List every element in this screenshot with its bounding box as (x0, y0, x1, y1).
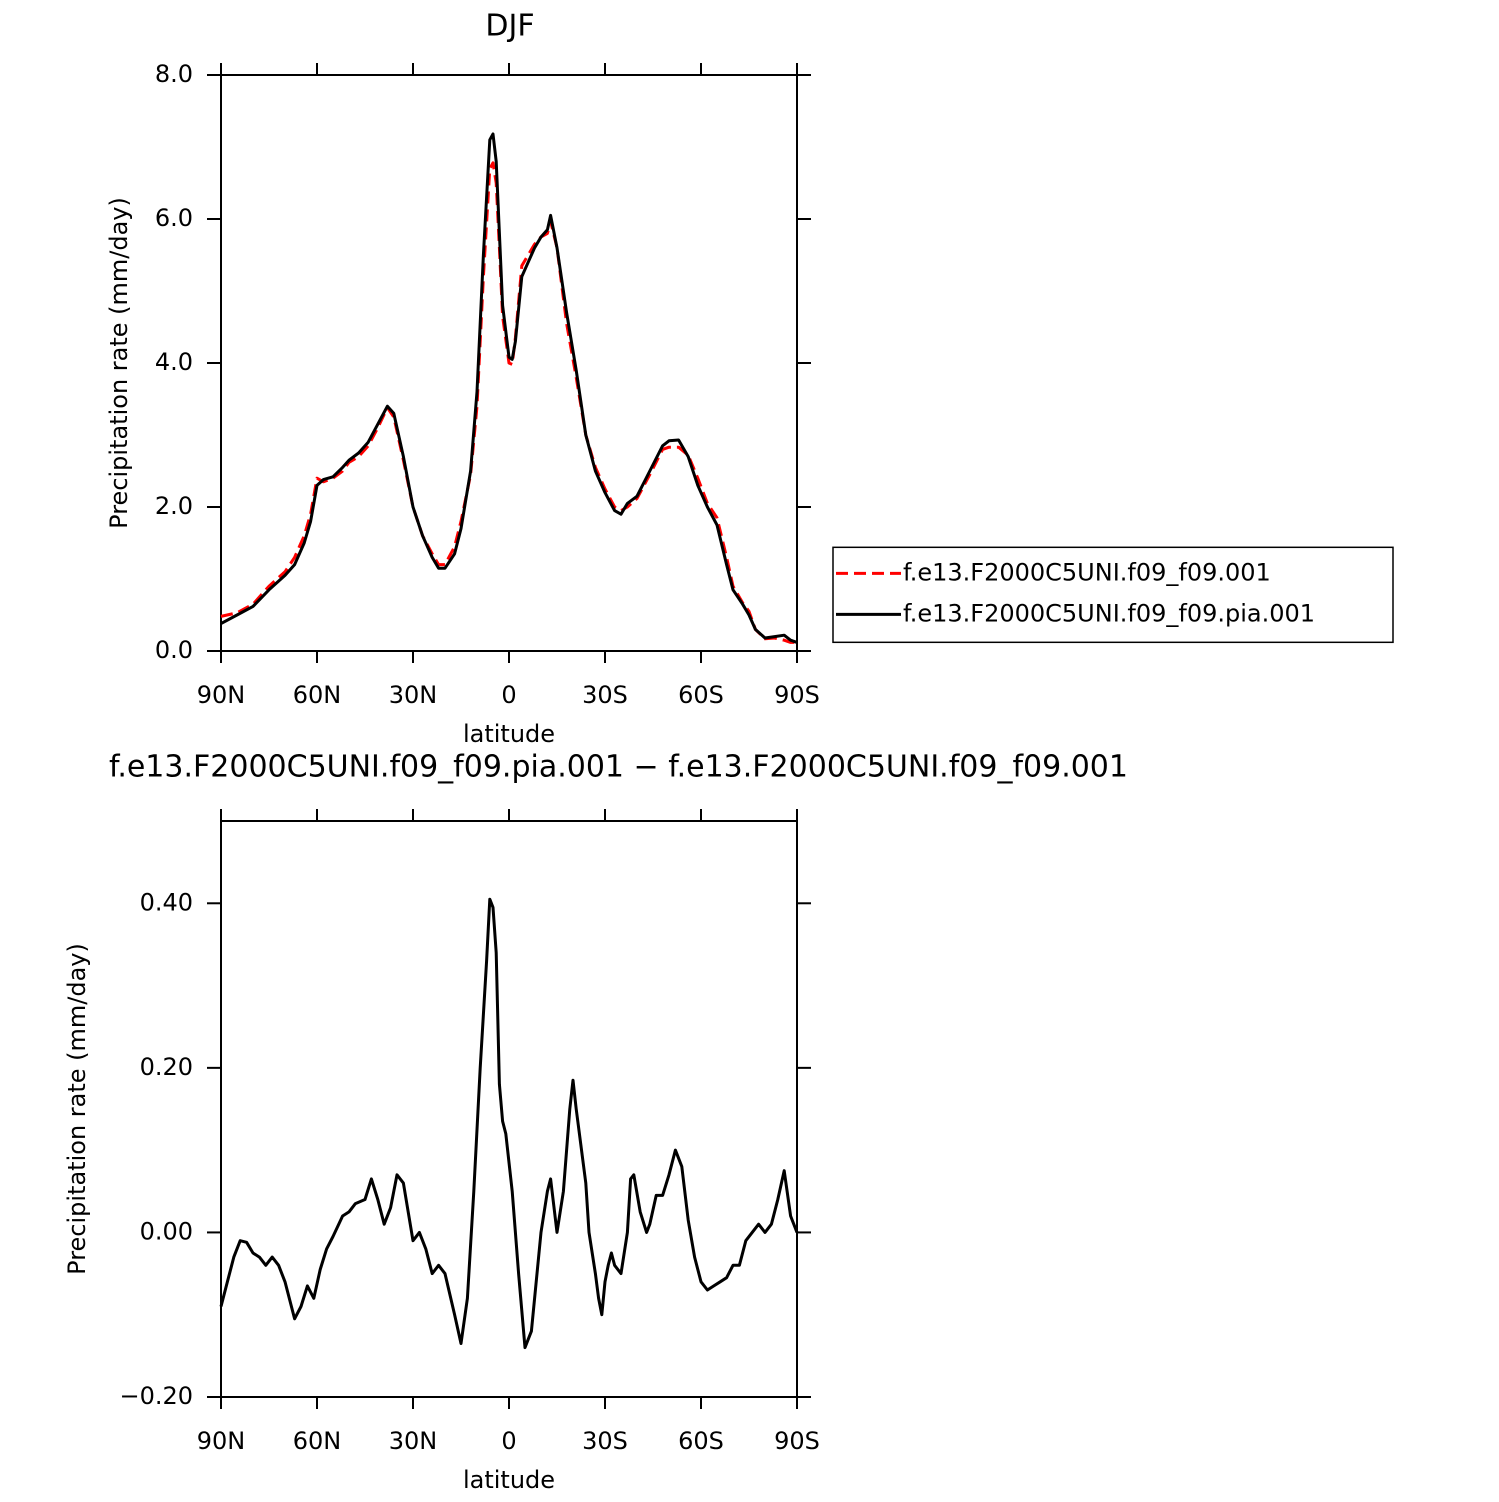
x-tick-label: 30N (389, 1427, 438, 1455)
y-tick-label: 4.0 (155, 348, 193, 376)
x-tick-label: 60S (678, 1427, 724, 1455)
y-tick-label: 0.00 (140, 1217, 193, 1245)
chart-title: DJF (485, 9, 534, 44)
y-tick-label: 6.0 (155, 204, 193, 232)
chart-title: f.e13.F2000C5UNI.f09_f09.pia.001 − f.e13… (109, 750, 1128, 785)
x-tick-label: 90N (197, 1427, 246, 1455)
y-tick-label: −0.20 (119, 1382, 193, 1410)
x-tick-label: 0 (501, 681, 516, 709)
x-tick-label: 60N (293, 681, 342, 709)
y-tick-label: 0.0 (155, 636, 193, 664)
y-tick-label: 2.0 (155, 492, 193, 520)
x-tick-label: 90S (774, 681, 820, 709)
y-tick-label: 0.40 (140, 888, 193, 916)
x-tick-label: 90S (774, 1427, 820, 1455)
legend-box (832, 546, 1394, 644)
x-tick-label: 60S (678, 681, 724, 709)
y-tick-label: 0.20 (140, 1053, 193, 1081)
x-tick-label: 30S (582, 1427, 628, 1455)
plot-frame (220, 820, 798, 1398)
legend-label: f.e13.F2000C5UNI.f09_f09.001 (903, 558, 1271, 586)
x-axis-label: latitude (463, 1466, 555, 1494)
line-series (220, 161, 797, 644)
legend-label: f.e13.F2000C5UNI.f09_f09.pia.001 (903, 599, 1315, 627)
plot-frame (220, 74, 798, 652)
x-tick-label: 30N (389, 681, 438, 709)
x-tick-label: 90N (197, 681, 246, 709)
x-tick-label: 0 (501, 1427, 516, 1455)
x-tick-label: 30S (582, 681, 628, 709)
line-series (220, 132, 798, 644)
y-tick-label: 8.0 (155, 60, 193, 88)
y-axis-label: Precipitation rate (mm/day) (105, 197, 133, 529)
x-tick-label: 60N (293, 1427, 342, 1455)
line-series (219, 897, 799, 1350)
x-axis-label: latitude (463, 720, 555, 748)
y-axis-label: Precipitation rate (mm/day) (63, 943, 91, 1275)
